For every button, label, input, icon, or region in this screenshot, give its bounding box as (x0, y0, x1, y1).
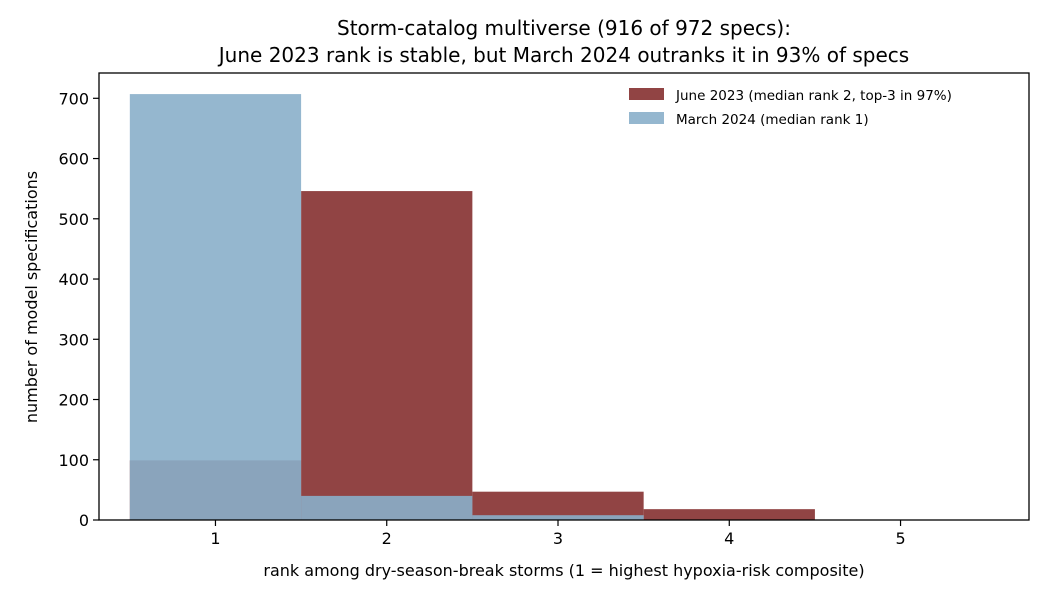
bars-group (129, 94, 815, 521)
x-tick-label: 1 (210, 529, 220, 548)
legend-label-march-2024: March 2024 (median rank 1) (676, 112, 869, 128)
y-tick-label: 400 (58, 270, 89, 289)
bar-series-1-rank-2 (301, 191, 473, 520)
bar-series-2-rank-2 (301, 495, 473, 520)
x-tick-label: 2 (382, 529, 392, 548)
y-tick-label: 200 (58, 391, 89, 410)
y-axis-ticks: 0 100 200 300 400 500 600 700 (58, 89, 99, 530)
bar-series-2-rank-1 (129, 94, 302, 521)
y-tick-label: 600 (58, 150, 89, 169)
y-tick-label: 300 (58, 330, 89, 349)
legend-swatch-june-2023 (629, 88, 664, 100)
bar-series-2-rank-3 (472, 515, 644, 520)
x-axis-ticks: 1 2 3 4 5 (210, 520, 906, 548)
x-tick-label: 5 (895, 529, 905, 548)
x-tick-label: 4 (724, 529, 734, 548)
legend-swatch-march-2024 (629, 112, 664, 124)
y-tick-label: 700 (58, 89, 89, 108)
chart-title-line-1: Storm-catalog multiverse (916 of 972 spe… (337, 16, 791, 40)
legend-label-june-2023: June 2023 (median rank 2, top-3 in 97%) (675, 88, 952, 104)
bar-series-1-rank-4 (643, 509, 815, 520)
x-axis-label: rank among dry-season-break storms (1 = … (263, 561, 864, 580)
y-axis-label: number of model specifications (22, 171, 41, 423)
x-tick-label: 3 (553, 529, 563, 548)
plot-frame (98, 72, 1030, 521)
chart-title-line-2: June 2023 rank is stable, but March 2024… (217, 43, 909, 67)
legend: June 2023 (median rank 2, top-3 in 97%) … (629, 88, 952, 128)
y-tick-label: 0 (79, 511, 89, 530)
y-tick-label: 100 (58, 451, 89, 470)
y-tick-label: 500 (58, 210, 89, 229)
